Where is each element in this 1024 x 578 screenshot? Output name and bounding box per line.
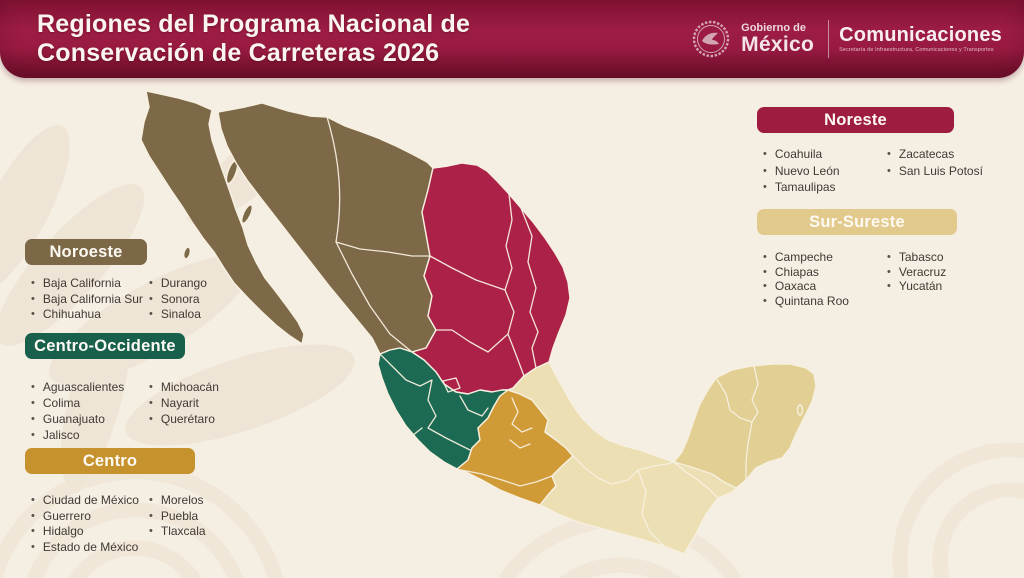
region-badge: Sur-Sureste <box>757 209 957 235</box>
header-bar: Regiones del Programa Nacional de Conser… <box>0 0 1024 78</box>
legend-box-centro-occidente: Centro-Occidente AguascalientesColimaGua… <box>25 333 219 443</box>
map-region-noroeste-mainland <box>217 102 437 355</box>
region-state-list: Ciudad de MéxicoGuerreroHidalgoEstado de… <box>25 493 143 555</box>
state-item: Michoacán <box>143 379 219 395</box>
region-state-list: CampecheChiapasOaxacaQuintana Roo <box>757 250 881 308</box>
map-island <box>241 204 253 224</box>
state-item: Jalisco <box>25 427 143 443</box>
state-item: Morelos <box>143 493 206 509</box>
page-title-line1: Regiones del Programa Nacional de <box>37 10 471 38</box>
legend-box-noroeste: Noroeste Baja CaliforniaBaja California … <box>25 239 207 323</box>
mexico-label: México <box>741 32 815 56</box>
state-item: Campeche <box>757 250 881 265</box>
region-state-list: CoahuilaNuevo LeónTamaulipas <box>757 146 881 196</box>
state-item: Tabasco <box>881 250 946 265</box>
state-item: Durango <box>143 276 207 292</box>
state-item: Guanajuato <box>25 411 143 427</box>
state-item: Estado de México <box>25 540 143 556</box>
state-item: Sinaloa <box>143 307 207 323</box>
region-state-list: Baja CaliforniaBaja California SurChihua… <box>25 276 143 323</box>
state-item: San Luis Potosí <box>881 163 983 180</box>
map-region-sur-sureste <box>507 361 817 555</box>
state-item: Colima <box>25 395 143 411</box>
state-item: Quintana Roo <box>757 294 881 309</box>
state-item: Chiapas <box>757 265 881 280</box>
state-item: Yucatán <box>881 279 946 294</box>
secretaria-sublabel: Secretaría de Infraestructura, Comunicac… <box>839 47 994 54</box>
state-item: Sonora <box>143 292 207 308</box>
logo-divider <box>828 20 830 58</box>
region-state-list: MorelosPueblaTlaxcala <box>143 493 206 555</box>
legend-box-noreste: Noreste CoahuilaNuevo LeónTamaulipasZaca… <box>757 107 983 196</box>
state-item: Tlaxcala <box>143 524 206 540</box>
legend-box-sur-sureste: Sur-Sureste CampecheChiapasOaxacaQuintan… <box>757 209 957 308</box>
map-region-noreste <box>411 162 571 395</box>
region-badge: Noroeste <box>25 239 147 265</box>
legend-box-centro: Centro Ciudad de MéxicoGuerreroHidalgoEs… <box>25 448 206 555</box>
state-item: Puebla <box>143 509 206 525</box>
state-item: Chihuahua <box>25 307 143 323</box>
map-island <box>796 404 804 416</box>
state-item: Guerrero <box>25 509 143 525</box>
page-title: Regiones del Programa Nacional de Conser… <box>37 10 470 68</box>
region-state-columns: Ciudad de MéxicoGuerreroHidalgoEstado de… <box>25 493 206 555</box>
map-region-sur-sureste-peninsula <box>673 363 817 489</box>
dependency-wordmark: Comunicaciones Secretaría de Infraestruc… <box>839 24 1002 53</box>
region-badge: Centro-Occidente <box>25 333 185 359</box>
state-item: Hidalgo <box>25 524 143 540</box>
state-item: Oaxaca <box>757 279 881 294</box>
gobierno-de-mexico-seal-icon <box>692 20 730 58</box>
state-item: Nuevo León <box>757 163 881 180</box>
region-state-list: MichoacánNayaritQuerétaro <box>143 379 219 443</box>
map-island <box>225 159 239 185</box>
region-state-columns: CampecheChiapasOaxacaQuintana RooTabasco… <box>757 250 957 308</box>
state-item: Coahuila <box>757 146 881 163</box>
state-border-lines <box>326 116 759 547</box>
state-item: Veracruz <box>881 265 946 280</box>
map-region-centro <box>456 389 574 506</box>
region-badge: Centro <box>25 448 195 474</box>
state-item: Baja California <box>25 276 143 292</box>
region-state-list: TabascoVeracruzYucatán <box>881 250 946 308</box>
comunicaciones-label: Comunicaciones <box>839 24 1002 47</box>
gobierno-de-mexico-wordmark: Gobierno de México <box>741 21 815 56</box>
region-state-list: AguascalientesColimaGuanajuatoJalisco <box>25 379 143 443</box>
page-title-line2: Conservación de Carreteras 2026 <box>37 39 440 67</box>
state-item: Baja California Sur <box>25 292 143 308</box>
region-state-columns: AguascalientesColimaGuanajuatoJaliscoMic… <box>25 379 219 443</box>
gobierno-de-label: Gobierno de <box>741 21 806 34</box>
region-state-list: DurangoSonoraSinaloa <box>143 276 207 323</box>
region-state-columns: Baja CaliforniaBaja California SurChihua… <box>25 276 207 323</box>
map-region-centro-occidente <box>377 347 509 470</box>
state-item: Aguascalientes <box>25 379 143 395</box>
region-badge: Noreste <box>757 107 954 133</box>
state-item: Tamaulipas <box>757 179 881 196</box>
state-item: Nayarit <box>143 395 219 411</box>
state-item: Querétaro <box>143 411 219 427</box>
state-item: Ciudad de México <box>25 493 143 509</box>
state-item: Zacatecas <box>881 146 983 163</box>
region-state-list: ZacatecasSan Luis Potosí <box>881 146 983 196</box>
government-logo-group: Gobierno de México Comunicaciones Secret… <box>691 0 1002 78</box>
region-state-columns: CoahuilaNuevo LeónTamaulipasZacatecasSan… <box>757 146 983 196</box>
